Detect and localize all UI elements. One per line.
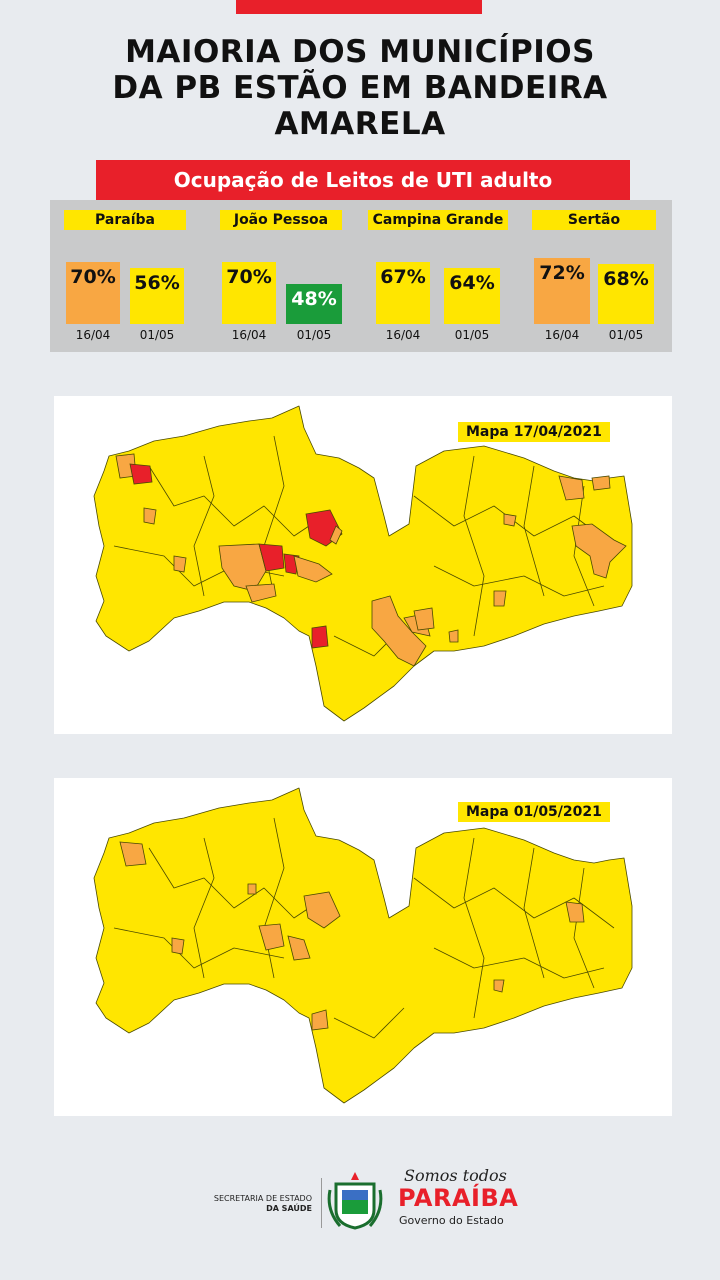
date-label: 01/05 xyxy=(454,328,490,342)
secretaria-label: SECRETARIA DE ESTADO DA SAÚDE xyxy=(200,1194,312,1214)
headline-line-3: AMARELA xyxy=(274,106,446,142)
occupancy-value-16-04: 70% xyxy=(222,262,276,324)
date-label: 01/05 xyxy=(139,328,175,342)
region-label: Paraíba xyxy=(64,210,186,230)
somos-todos-label: Somos todos xyxy=(404,1166,507,1185)
region-label: João Pessoa xyxy=(220,210,342,230)
paraiba-map-17-04 xyxy=(93,405,633,722)
headline: MAIORIA DOS MUNICÍPIOS DA PB ESTÃO EM BA… xyxy=(30,34,690,142)
occupancy-value-01-05: 48% xyxy=(286,284,342,324)
icu-occupancy-panel: Paraíba 70% 56% 16/04 01/05 João Pessoa … xyxy=(50,200,672,352)
occupancy-value-16-04: 70% xyxy=(66,262,120,324)
headline-line-2: DA PB ESTÃO EM BANDEIRA xyxy=(112,70,608,106)
headline-line-1: MAIORIA DOS MUNICÍPIOS xyxy=(125,34,595,70)
region-paraiba: Paraíba 70% 56% 16/04 01/05 xyxy=(50,200,205,352)
map-date-label: Mapa 01/05/2021 xyxy=(458,802,610,822)
region-label: Campina Grande xyxy=(368,210,508,230)
date-label: 16/04 xyxy=(75,328,111,342)
occupancy-value-01-05: 56% xyxy=(130,268,184,324)
region-sertao: Sertão 72% 68% 16/04 01/05 xyxy=(518,200,672,352)
map-card-01-05: Mapa 01/05/2021 xyxy=(54,778,672,1116)
footer-divider xyxy=(321,1178,322,1228)
date-label: 16/04 xyxy=(231,328,267,342)
map-card-17-04: Mapa 17/04/2021 xyxy=(54,396,672,734)
occupancy-value-01-05: 68% xyxy=(598,264,654,324)
date-label: 16/04 xyxy=(544,328,580,342)
subtitle-banner: Ocupação de Leitos de UTI adulto xyxy=(96,160,630,200)
secretaria-line-2: DA SAÚDE xyxy=(266,1204,312,1213)
date-label: 01/05 xyxy=(296,328,332,342)
footer: SECRETARIA DE ESTADO DA SAÚDE Somos todo… xyxy=(0,1160,720,1240)
secretaria-line-1: SECRETARIA DE ESTADO xyxy=(213,1194,312,1203)
occupancy-value-01-05: 64% xyxy=(444,268,500,324)
coat-of-arms-icon xyxy=(327,1172,383,1230)
governo-label: Governo do Estado xyxy=(399,1214,504,1227)
occupancy-value-16-04: 67% xyxy=(376,262,430,324)
region-joao-pessoa: João Pessoa 70% 48% 16/04 01/05 xyxy=(206,200,361,352)
date-label: 01/05 xyxy=(608,328,644,342)
region-label: Sertão xyxy=(532,210,656,230)
paraiba-logo-text: PARAÍBA xyxy=(398,1184,519,1212)
date-label: 16/04 xyxy=(385,328,421,342)
occupancy-value-16-04: 72% xyxy=(534,258,590,324)
top-accent-bar xyxy=(236,0,482,14)
map-date-label: Mapa 17/04/2021 xyxy=(458,422,610,442)
region-campina-grande: Campina Grande 67% 64% 16/04 01/05 xyxy=(364,200,514,352)
paraiba-map-01-05 xyxy=(93,787,633,1104)
